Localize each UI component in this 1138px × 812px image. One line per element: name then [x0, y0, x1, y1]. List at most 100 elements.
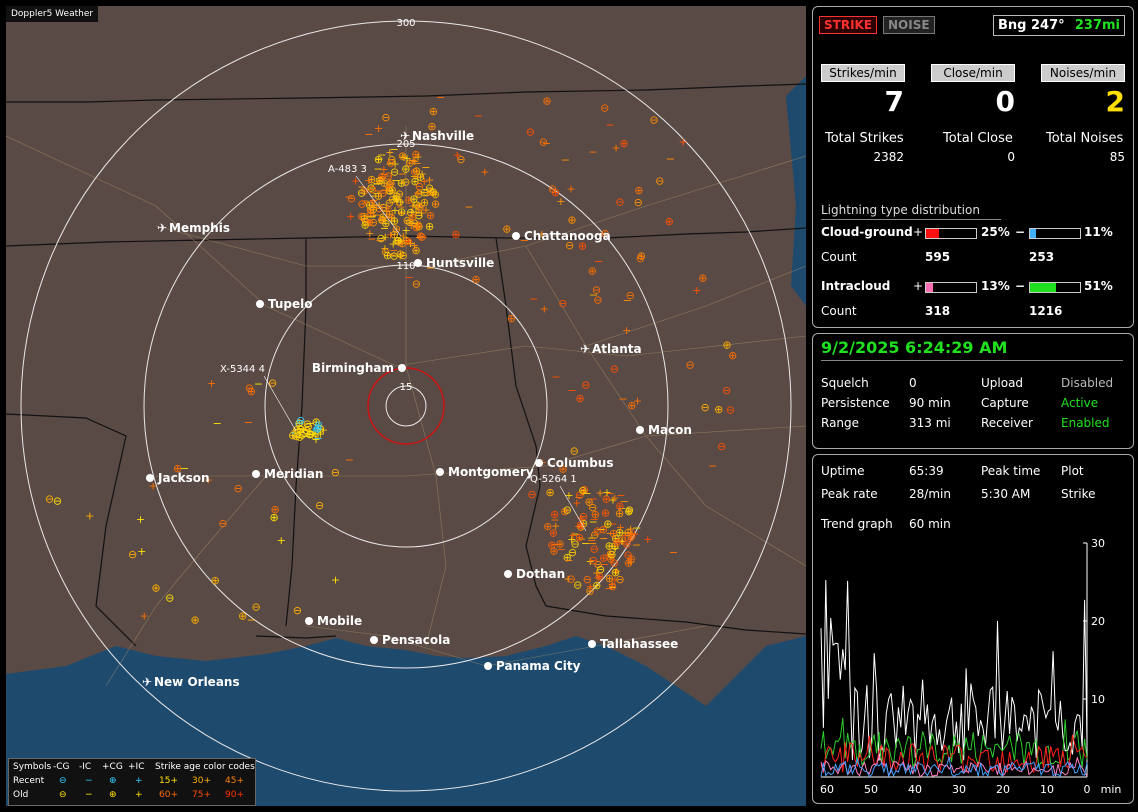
- strike-marker: ⊕: [429, 186, 438, 199]
- noise-indicator[interactable]: NOISE: [883, 16, 935, 34]
- strike-marker: ⊖: [415, 201, 424, 214]
- strike-marker: −: [588, 537, 597, 550]
- strike-marker: −: [589, 516, 598, 529]
- bearing-value: Bng 247°: [998, 18, 1065, 33]
- strike-marker: −: [599, 532, 608, 545]
- trend-graph-value[interactable]: 60 min: [909, 517, 951, 531]
- strike-marker: −: [618, 392, 627, 405]
- strike-marker: +: [374, 175, 383, 188]
- range-label-110: 110: [396, 261, 415, 272]
- strike-marker: +: [633, 395, 642, 408]
- noises-per-min-button[interactable]: Noises/min: [1041, 64, 1125, 82]
- strike-marker: ⊖: [563, 503, 572, 516]
- city-label: Jackson: [157, 471, 210, 485]
- strike-marker: −: [369, 201, 378, 214]
- range-value[interactable]: 313 mi: [909, 416, 951, 430]
- strike-marker: ⊖: [608, 580, 617, 593]
- strike-marker: +: [421, 204, 430, 217]
- strike-marker: ⊕: [360, 184, 369, 197]
- strike-marker: +: [567, 533, 576, 546]
- cg-minus-sign: −: [1015, 225, 1026, 239]
- strike-marker: +: [390, 158, 399, 171]
- strike-marker: +: [277, 534, 286, 547]
- strike-marker: ⊕: [395, 236, 404, 249]
- strike-marker: −: [247, 613, 256, 626]
- cg-plus-pct: 25%: [981, 225, 1010, 239]
- trend-line-pos_ic: [820, 754, 1088, 778]
- lightning-map[interactable]: 300 205 110 15 ⊕ − − ⊕ ⊖ − ⊕ ⊖ ⊕ − − ⊕ + ⊕ + ⊖ ⊖ ⊕ − + ⊖ + ⊖ − ⊖…: [6, 6, 806, 806]
- strikes-rate: 7: [884, 85, 904, 118]
- strike-indicator[interactable]: STRIKE: [819, 16, 878, 34]
- receiver-value[interactable]: Enabled: [1061, 416, 1110, 430]
- strike-marker: ⊕: [369, 203, 378, 216]
- datetime-divider: [821, 360, 1123, 361]
- strike-marker: ⊕: [431, 197, 440, 210]
- strikes-per-min-button[interactable]: Strikes/min: [821, 64, 905, 82]
- strike-marker: ⊖: [610, 557, 619, 570]
- pos-ic-recent-icon: +: [135, 776, 143, 786]
- strike-marker: ⊕: [398, 237, 407, 250]
- intracloud-label: Intracloud: [821, 279, 891, 293]
- strike-marker: ⊕: [380, 177, 389, 190]
- persistence-value[interactable]: 90 min: [909, 396, 951, 410]
- squelch-value[interactable]: 0: [909, 376, 917, 390]
- strike-marker: ⊖: [578, 484, 587, 497]
- strike-marker: ⊕: [410, 175, 419, 188]
- strike-marker: −: [405, 271, 414, 284]
- strike-marker: +: [692, 284, 701, 297]
- capture-value[interactable]: Active: [1061, 396, 1099, 410]
- strike-marker: +: [408, 154, 417, 167]
- strike-marker: +: [626, 556, 635, 569]
- strike-marker: +: [616, 521, 625, 534]
- strike-marker: ⊖: [575, 489, 584, 502]
- strike-marker: −: [587, 534, 596, 547]
- strike-marker: ⊕: [603, 518, 612, 531]
- status-panel: STRIKE NOISE Bng 247° 237mi Strikes/min …: [812, 6, 1134, 328]
- plot-value[interactable]: Strike: [1061, 487, 1096, 501]
- strike-marker: ⊕: [722, 339, 731, 352]
- strike-marker: −: [254, 377, 263, 390]
- strike-marker: −: [520, 234, 529, 247]
- map-canvas[interactable]: 300 205 110 15 ⊕−− ⊕⊖−⊕⊖⊕−−⊕+⊕+⊖⊖⊕−+⊖+⊖−⊖…: [6, 6, 806, 806]
- strike-marker: +: [551, 519, 560, 532]
- strike-marker: −: [577, 533, 586, 546]
- upload-value[interactable]: Disabled: [1061, 376, 1114, 390]
- strike-marker: ⊖: [576, 521, 585, 534]
- strike-marker: ⊕: [411, 148, 420, 161]
- strike-marker: +: [410, 155, 419, 168]
- strike-marker: −: [589, 493, 598, 506]
- strike-marker: −: [369, 194, 378, 207]
- strike-marker: +: [537, 227, 546, 240]
- strike-marker: ⊖: [592, 283, 601, 296]
- neg-cg-old-icon: ⊖: [59, 790, 67, 800]
- strike-marker: ⊖: [414, 187, 423, 200]
- strike-marker: −: [372, 187, 381, 200]
- symbol-legend: Symbols -CG -IC +CG +IC Strike age color…: [8, 758, 256, 806]
- strike-marker: ⊖: [588, 501, 597, 514]
- strike-marker: −: [345, 454, 354, 467]
- strike-marker: −: [616, 489, 625, 502]
- age-60: 60+: [159, 790, 178, 800]
- strike-marker: ⊕: [606, 552, 615, 565]
- strike-marker: −: [623, 294, 632, 307]
- strike-marker: ⊖: [296, 423, 305, 436]
- strike-marker: ⊖: [376, 232, 385, 245]
- strike-marker: −: [618, 527, 627, 540]
- strike-marker: −: [588, 145, 597, 158]
- close-per-min-button[interactable]: Close/min: [931, 64, 1015, 82]
- strike-marker: ⊕: [588, 264, 597, 277]
- strike-marker: ⊕: [591, 508, 600, 521]
- strike-marker: +: [413, 151, 422, 164]
- strike-marker: +: [420, 175, 429, 188]
- strike-marker: −: [365, 215, 374, 228]
- strike-marker: ⊕: [611, 532, 620, 545]
- strike-marker: ⊖: [389, 249, 398, 262]
- strike-marker: ⊖: [359, 210, 368, 223]
- strike-marker: ⊕: [624, 526, 633, 539]
- strike-marker: +: [593, 571, 602, 584]
- strike-marker: −: [582, 487, 591, 500]
- strike-marker: ⊕: [627, 553, 636, 566]
- strike-marker: +: [678, 136, 687, 149]
- strike-marker: +: [386, 228, 395, 241]
- peak-rate-label: Peak rate: [821, 487, 878, 501]
